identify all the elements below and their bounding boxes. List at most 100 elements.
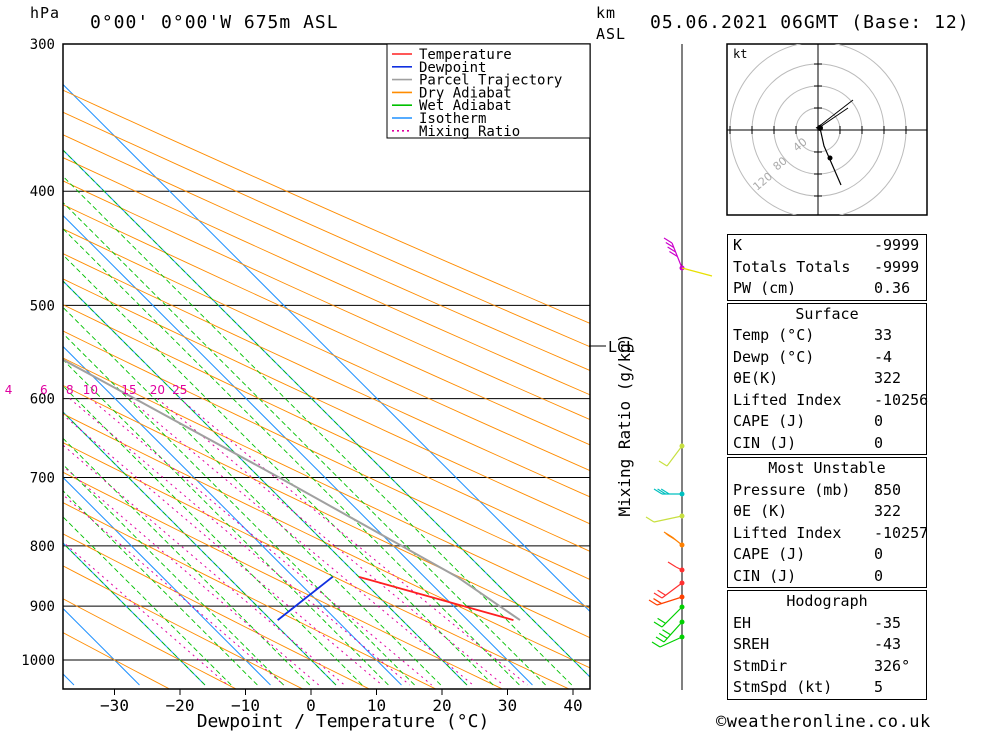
lcl-label: LCL [608, 338, 635, 356]
hodograph-row: StmDir 326° [728, 656, 926, 678]
surface-title: Surface [795, 304, 859, 323]
isotherm-line [0, 44, 8, 685]
wind-barb-flag [662, 629, 671, 636]
wind-barb [659, 636, 683, 648]
most-unstable-row-label: CAPE (J) [733, 545, 806, 563]
index-row: PW (cm) 0.36 [728, 278, 926, 300]
surface-row-label: CIN (J) [733, 433, 797, 452]
wind-barb-dot [679, 580, 685, 586]
hodograph-row-label: StmSpd (kt) [733, 678, 833, 696]
legend-entry: Wet Adiabat [419, 98, 512, 114]
indices-most-unstable: Most Unstable Pressure (mb) 850 θE (K) 322 L… [727, 457, 928, 588]
wet-adiabat-line [63, 385, 363, 686]
datetime-label: 05.06.2021 06GMT (Base: 12) [650, 12, 970, 33]
surface-row-label: Temp (°C) [733, 326, 815, 344]
most-unstable-row: CIN (J) 0 [728, 566, 926, 588]
mixing-ratio-line [90, 398, 432, 686]
x-tick-label: 30 [498, 696, 517, 715]
wind-barb-dot [679, 634, 685, 640]
dry-adiabat-line [63, 598, 238, 689]
index-row-value: 0.36 [874, 279, 911, 297]
wet-adiabat-line [63, 411, 337, 686]
wet-adiabat-line [63, 254, 494, 686]
surface-row-value: -10256 [874, 390, 929, 409]
profile-series [63, 358, 521, 621]
most-unstable-row-value: 0 [874, 545, 884, 563]
wind-barb-flag [663, 237, 673, 244]
index-row-value: -9999 [874, 257, 920, 276]
mixing-ratio-line [179, 398, 528, 686]
x-tick-label: −10 [231, 696, 260, 715]
wet-adiabat-line [63, 228, 520, 686]
wind-barb-flag [667, 561, 677, 568]
wind-barb-dot [679, 542, 685, 548]
height-unit-km: km [596, 4, 617, 22]
wind-barb [656, 596, 683, 606]
height-unit-asl: ASL [596, 25, 627, 43]
hodograph-row-value: -43 [874, 635, 902, 653]
surface-row-label: CAPE (J) [733, 412, 806, 430]
indices-surface: Surface Temp (°C) 33 Dewp (°C) -4 θE(K) 322 Li… [727, 302, 929, 455]
x-tick-label: −30 [100, 696, 129, 715]
wind-barb-flag [657, 617, 666, 624]
wind-barb-flag [657, 589, 666, 596]
hodograph-row-value: 326° [874, 656, 911, 675]
y-tick-label: 300 [30, 37, 55, 53]
hodograph-trace-lower [819, 127, 842, 186]
x-tick-label: 40 [563, 696, 582, 715]
y-tick-label: 1000 [21, 653, 55, 669]
y-tick-label: 800 [30, 539, 55, 555]
isotherm-line [63, 214, 533, 686]
credit-label: ©weatheronline.co.uk [716, 712, 931, 732]
dry-adiabat-line [63, 89, 590, 324]
wind-barb-flag [653, 621, 663, 628]
wet-adiabat-line [63, 332, 415, 686]
most-unstable-row: Pressure (mb) 850 [728, 480, 926, 502]
most-unstable-row-value: 0 [874, 566, 884, 585]
hodograph-row: StmSpd (kt) 5 [728, 677, 926, 699]
surface-row-label: Lifted Index [733, 390, 842, 409]
wind-barb-flag [648, 599, 658, 606]
index-row-label: K [733, 236, 743, 254]
wind-barb-dot [679, 594, 685, 600]
dry-adiabat-line [63, 565, 304, 689]
mixing-ratio-labels: 12346810152025 [5, 383, 188, 397]
dry-adiabat-line [63, 471, 504, 689]
wind-barb-dot [679, 513, 685, 519]
x-tick-label: 0 [306, 696, 316, 715]
location-label: 0°00' 0°00'W 675m ASL [90, 12, 339, 33]
y-tick-label: 700 [30, 471, 55, 487]
background-lines [0, 44, 590, 689]
hodograph-row-value: 5 [874, 678, 884, 696]
index-row-value: -9999 [874, 236, 920, 254]
legend-entry: Parcel Trajectory [419, 73, 562, 89]
wind-barb-flag [645, 516, 655, 523]
mixing-ratio-label: 15 [121, 383, 136, 397]
isobars [63, 43, 590, 661]
wind-barbs [645, 237, 713, 648]
index-row: Totals Totals -9999 [728, 257, 926, 279]
isotherm-line [63, 345, 402, 686]
wind-barb-flag [665, 241, 675, 249]
surface-row-label: θE(K) [733, 369, 779, 387]
surface-row: CIN (J) 0 [728, 433, 926, 455]
dry-adiabat-line [63, 228, 590, 472]
dry-adiabat-line [63, 111, 590, 348]
surface-row-value: 0 [874, 412, 884, 430]
most-unstable-row: Lifted Index -10257 [728, 523, 928, 545]
surface-row-value: 33 [874, 326, 893, 344]
dry-adiabat-line [63, 134, 590, 372]
x-axis-label: Dewpoint / Temperature (°C) [197, 711, 490, 732]
legend-entry: Dewpoint [419, 60, 486, 76]
wind-barb-flag [658, 460, 668, 467]
most-unstable-row-label: θE (K) [733, 502, 788, 520]
indices-table: K -9999 Totals Totals -9999 PW (cm) 0.36 Surf… [727, 234, 929, 702]
dry-adiabat-line [63, 502, 437, 689]
wind-barb-flag [653, 598, 662, 605]
wet-adiabat-line [63, 542, 206, 686]
surface-row-value: -4 [874, 347, 893, 366]
wind-barb-dot [679, 443, 685, 449]
wet-adiabat-line [63, 437, 311, 686]
mixing-ratio-line [157, 398, 504, 686]
